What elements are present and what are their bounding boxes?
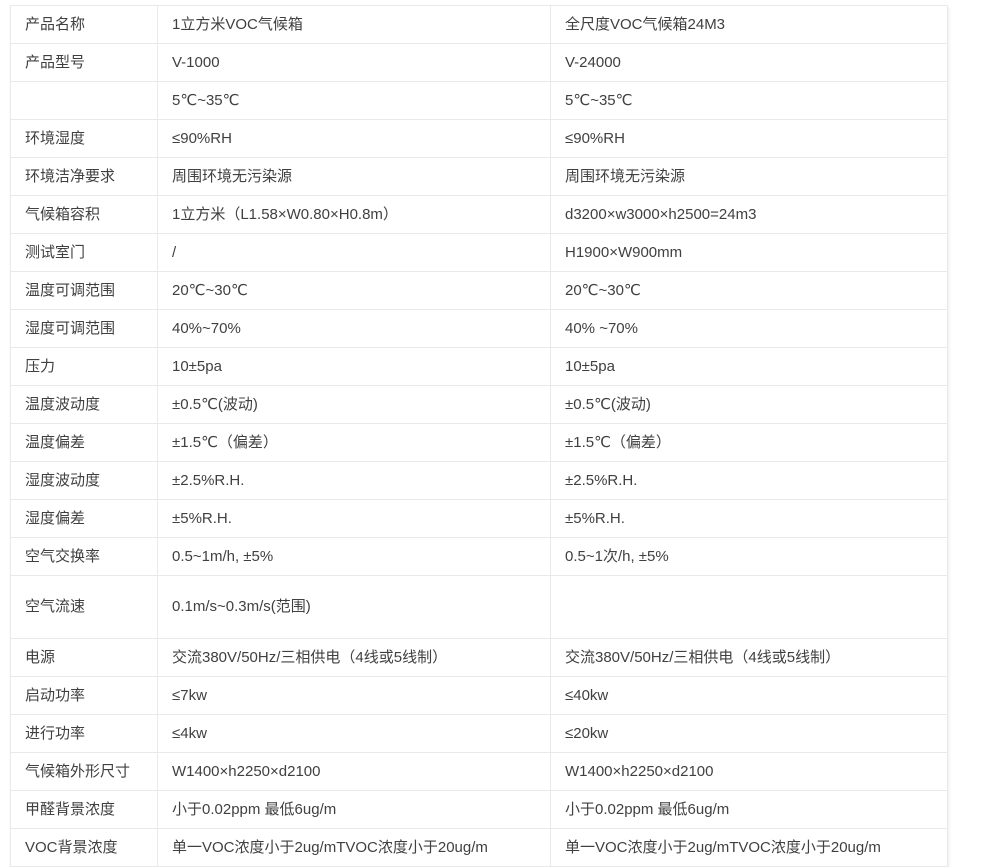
spec-value-cell-product2: 20℃~30℃ bbox=[550, 271, 948, 310]
spec-value-cell-product2: ±5%R.H. bbox=[550, 499, 948, 538]
spec-value-cell-product1: 交流380V/50Hz/三相供电（4线或5线制） bbox=[157, 638, 551, 677]
spec-label-cell: 甲醛背景浓度 bbox=[10, 790, 158, 829]
spec-value-cell-product2: ≤40kw bbox=[550, 676, 948, 715]
spec-value-cell-product1: 40%~70% bbox=[157, 309, 551, 348]
spec-value-cell-product2: ±2.5%R.H. bbox=[550, 461, 948, 500]
spec-label-cell: 产品型号 bbox=[10, 43, 158, 82]
table-row: 温度偏差 ±1.5℃（偏差） ±1.5℃（偏差） bbox=[10, 423, 948, 462]
table-row: 空气流速 0.1m/s~0.3m/s(范围) bbox=[10, 575, 948, 639]
spec-value-cell-product2: ≤20kw bbox=[550, 714, 948, 753]
table-row: 气候箱容积 1立方米（L1.58×W0.80×H0.8m） d3200×w3000×… bbox=[10, 195, 948, 234]
spec-label-cell: 湿度可调范围 bbox=[10, 309, 158, 348]
spec-value-cell-product2: 5℃~35℃ bbox=[550, 81, 948, 120]
spec-label-cell: 湿度偏差 bbox=[10, 499, 158, 538]
table-row: 环境洁净要求 周围环境无污染源 周围环境无污染源 bbox=[10, 157, 948, 196]
table-row: 测试室门 / H1900×W900mm bbox=[10, 233, 948, 272]
spec-label-cell: 气候箱容积 bbox=[10, 195, 158, 234]
table-row: 湿度可调范围 40%~70% 40% ~70% bbox=[10, 309, 948, 348]
spec-label-cell bbox=[10, 81, 158, 120]
spec-label-cell: 温度波动度 bbox=[10, 385, 158, 424]
spec-label-cell: 空气交换率 bbox=[10, 537, 158, 576]
spec-label-cell: 空气流速 bbox=[10, 575, 158, 639]
spec-value-cell-product1: 1立方米VOC气候箱 bbox=[157, 5, 551, 44]
table-row: 电源 交流380V/50Hz/三相供电（4线或5线制） 交流380V/50Hz/三相… bbox=[10, 638, 948, 677]
spec-label-cell: 环境洁净要求 bbox=[10, 157, 158, 196]
table-row: 压力 10±5pa 10±5pa bbox=[10, 347, 948, 386]
table-row: 甲醛背景浓度 小于0.02ppm 最低6ug/m 小于0.02ppm 最低6ug/m bbox=[10, 790, 948, 829]
spec-value-cell-product2: 周围环境无污染源 bbox=[550, 157, 948, 196]
spec-value-cell-product2: ±1.5℃（偏差） bbox=[550, 423, 948, 462]
spec-table-body: 产品名称 1立方米VOC气候箱 全尺度VOC气候箱24M3 产品型号 V-1000 V-2… bbox=[10, 5, 948, 867]
spec-label-cell: 环境湿度 bbox=[10, 119, 158, 158]
spec-value-cell-product2: ≤90%RH bbox=[550, 119, 948, 158]
table-row: 进行功率 ≤4kw ≤20kw bbox=[10, 714, 948, 753]
spec-value-cell-product1: 单一VOC浓度小于2ug/mTVOC浓度小于20ug/m bbox=[157, 828, 551, 867]
spec-value-cell-product1: ±0.5℃(波动) bbox=[157, 385, 551, 424]
spec-value-cell-product2: 10±5pa bbox=[550, 347, 948, 386]
spec-value-cell-product1: 小于0.02ppm 最低6ug/m bbox=[157, 790, 551, 829]
spec-value-cell-product2 bbox=[550, 575, 948, 639]
spec-label-cell: 湿度波动度 bbox=[10, 461, 158, 500]
spec-value-cell-product1: 0.1m/s~0.3m/s(范围) bbox=[157, 575, 551, 639]
spec-label-cell: 电源 bbox=[10, 638, 158, 677]
table-row: 产品名称 1立方米VOC气候箱 全尺度VOC气候箱24M3 bbox=[10, 5, 948, 44]
spec-value-cell-product1: / bbox=[157, 233, 551, 272]
table-row: 湿度偏差 ±5%R.H. ±5%R.H. bbox=[10, 499, 948, 538]
spec-value-cell-product1: 5℃~35℃ bbox=[157, 81, 551, 120]
spec-value-cell-product1: ±2.5%R.H. bbox=[157, 461, 551, 500]
spec-value-cell-product2: 交流380V/50Hz/三相供电（4线或5线制） bbox=[550, 638, 948, 677]
table-row: 启动功率 ≤7kw ≤40kw bbox=[10, 676, 948, 715]
spec-label-cell: VOC背景浓度 bbox=[10, 828, 158, 867]
spec-label-cell: 温度偏差 bbox=[10, 423, 158, 462]
table-row: VOC背景浓度 单一VOC浓度小于2ug/mTVOC浓度小于20ug/m 单一VOC… bbox=[10, 828, 948, 867]
table-row: 环境湿度 ≤90%RH ≤90%RH bbox=[10, 119, 948, 158]
spec-label-cell: 气候箱外形尺寸 bbox=[10, 752, 158, 791]
table-row: 温度可调范围 20℃~30℃ 20℃~30℃ bbox=[10, 271, 948, 310]
spec-label-cell: 压力 bbox=[10, 347, 158, 386]
spec-value-cell-product1: 20℃~30℃ bbox=[157, 271, 551, 310]
spec-value-cell-product2: 40% ~70% bbox=[550, 309, 948, 348]
spec-value-cell-product2: 0.5~1次/h, ±5% bbox=[550, 537, 948, 576]
spec-value-cell-product2: 小于0.02ppm 最低6ug/m bbox=[550, 790, 948, 829]
spec-value-cell-product1: W1400×h2250×d2100 bbox=[157, 752, 551, 791]
spec-value-cell-product2: ±0.5℃(波动) bbox=[550, 385, 948, 424]
spec-value-cell-product1: 10±5pa bbox=[157, 347, 551, 386]
spec-value-cell-product1: 周围环境无污染源 bbox=[157, 157, 551, 196]
spec-value-cell-product1: 1立方米（L1.58×W0.80×H0.8m） bbox=[157, 195, 551, 234]
spec-value-cell-product1: ≤90%RH bbox=[157, 119, 551, 158]
table-row: 空气交换率 0.5~1m/h, ±5% 0.5~1次/h, ±5% bbox=[10, 537, 948, 576]
spec-label-cell: 温度可调范围 bbox=[10, 271, 158, 310]
spec-value-cell-product1: ±1.5℃（偏差） bbox=[157, 423, 551, 462]
table-row: 产品型号 V-1000 V-24000 bbox=[10, 43, 948, 82]
spec-value-cell-product2: H1900×W900mm bbox=[550, 233, 948, 272]
table-row: 温度波动度 ±0.5℃(波动) ±0.5℃(波动) bbox=[10, 385, 948, 424]
spec-value-cell-product2: d3200×w3000×h2500=24m3 bbox=[550, 195, 948, 234]
spec-value-cell-product2: 全尺度VOC气候箱24M3 bbox=[550, 5, 948, 44]
spec-value-cell-product1: V-1000 bbox=[157, 43, 551, 82]
spec-value-cell-product1: ±5%R.H. bbox=[157, 499, 551, 538]
table-row: 气候箱外形尺寸 W1400×h2250×d2100 W1400×h2250×d210… bbox=[10, 752, 948, 791]
table-row: 湿度波动度 ±2.5%R.H. ±2.5%R.H. bbox=[10, 461, 948, 500]
spec-label-cell: 启动功率 bbox=[10, 676, 158, 715]
spec-value-cell-product2: 单一VOC浓度小于2ug/mTVOC浓度小于20ug/m bbox=[550, 828, 948, 867]
spec-value-cell-product1: ≤7kw bbox=[157, 676, 551, 715]
spec-label-cell: 产品名称 bbox=[10, 5, 158, 44]
spec-table: 产品名称 1立方米VOC气候箱 全尺度VOC气候箱24M3 产品型号 V-1000 V-2… bbox=[10, 5, 948, 867]
spec-value-cell-product1: 0.5~1m/h, ±5% bbox=[157, 537, 551, 576]
spec-value-cell-product1: ≤4kw bbox=[157, 714, 551, 753]
table-row: 5℃~35℃ 5℃~35℃ bbox=[10, 81, 948, 120]
spec-value-cell-product2: W1400×h2250×d2100 bbox=[550, 752, 948, 791]
spec-label-cell: 进行功率 bbox=[10, 714, 158, 753]
spec-value-cell-product2: V-24000 bbox=[550, 43, 948, 82]
spec-label-cell: 测试室门 bbox=[10, 233, 158, 272]
